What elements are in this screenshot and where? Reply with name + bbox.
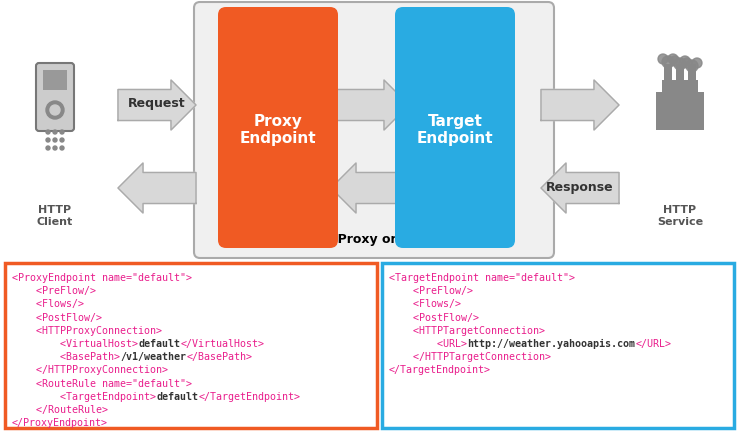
Text: <ProxyEndpoint name="default">: <ProxyEndpoint name="default">: [12, 273, 192, 283]
FancyBboxPatch shape: [36, 63, 74, 131]
Circle shape: [53, 146, 57, 150]
Circle shape: [662, 56, 674, 68]
Text: </TargetEndpoint>: </TargetEndpoint>: [389, 365, 491, 375]
FancyBboxPatch shape: [395, 7, 515, 248]
Circle shape: [658, 54, 668, 64]
Circle shape: [680, 56, 690, 66]
Polygon shape: [331, 80, 409, 130]
Bar: [382, 263, 734, 428]
Text: Proxy
Endpoint: Proxy Endpoint: [240, 114, 316, 146]
Text: <PreFlow/>: <PreFlow/>: [389, 286, 473, 296]
Polygon shape: [541, 80, 619, 130]
Circle shape: [50, 105, 60, 115]
Text: </VirtualHost>: </VirtualHost>: [181, 339, 265, 349]
Text: <HTTPTargetConnection>: <HTTPTargetConnection>: [389, 326, 545, 336]
Text: HTTP
Client: HTTP Client: [37, 205, 73, 227]
Text: API Proxy on Edge: API Proxy on Edge: [310, 233, 439, 246]
Text: <TargetEndpoint name="default">: <TargetEndpoint name="default">: [389, 273, 575, 283]
Text: <URL>: <URL>: [389, 339, 467, 349]
Polygon shape: [541, 163, 619, 213]
Text: <Flows/>: <Flows/>: [12, 300, 84, 310]
Bar: [664, 64, 672, 80]
Text: default: default: [139, 339, 181, 349]
Circle shape: [46, 146, 50, 150]
Circle shape: [60, 146, 64, 150]
Circle shape: [682, 58, 692, 68]
Circle shape: [46, 130, 50, 134]
Text: Target
Endpoint: Target Endpoint: [416, 114, 493, 146]
Text: </HTTPProxyConnection>: </HTTPProxyConnection>: [12, 365, 168, 375]
Text: Response: Response: [546, 181, 614, 194]
Text: <PreFlow/>: <PreFlow/>: [12, 286, 96, 296]
Text: </RouteRule>: </RouteRule>: [12, 405, 108, 415]
Circle shape: [60, 130, 64, 134]
Text: Request: Request: [128, 98, 186, 110]
Text: <PostFlow/>: <PostFlow/>: [389, 313, 479, 323]
Text: http://weather.yahooapis.com: http://weather.yahooapis.com: [467, 339, 635, 349]
Text: /v1/weather: /v1/weather: [120, 352, 186, 362]
Text: </ProxyEndpoint>: </ProxyEndpoint>: [12, 418, 108, 428]
Circle shape: [53, 130, 57, 134]
Circle shape: [686, 60, 698, 72]
Polygon shape: [118, 163, 196, 213]
Circle shape: [46, 138, 50, 142]
Text: <VirtualHost>: <VirtualHost>: [12, 339, 138, 349]
Text: HTTP
Service: HTTP Service: [657, 205, 703, 227]
Circle shape: [668, 54, 678, 64]
Circle shape: [53, 138, 57, 142]
Text: </URL>: </URL>: [635, 339, 671, 349]
Text: <BasePath>: <BasePath>: [12, 352, 120, 362]
Circle shape: [692, 58, 702, 68]
Bar: [662, 80, 698, 92]
Text: <HTTPProxyConnection>: <HTTPProxyConnection>: [12, 326, 162, 336]
Polygon shape: [331, 163, 409, 213]
Text: <TargetEndpoint>: <TargetEndpoint>: [12, 392, 156, 402]
Text: default: default: [156, 392, 198, 402]
Text: </BasePath>: </BasePath>: [186, 352, 252, 362]
Text: </TargetEndpoint>: </TargetEndpoint>: [198, 392, 300, 402]
Circle shape: [670, 56, 680, 66]
Circle shape: [46, 101, 64, 119]
Bar: [676, 64, 684, 80]
Text: <PostFlow/>: <PostFlow/>: [12, 313, 102, 323]
Circle shape: [674, 58, 686, 70]
Text: <Flows/>: <Flows/>: [389, 300, 461, 310]
Bar: [688, 64, 696, 80]
Bar: [43, 70, 67, 90]
Text: <RouteRule name="default">: <RouteRule name="default">: [12, 378, 192, 388]
Polygon shape: [118, 80, 196, 130]
FancyBboxPatch shape: [194, 2, 554, 258]
FancyBboxPatch shape: [218, 7, 338, 248]
Text: </HTTPTargetConnection>: </HTTPTargetConnection>: [389, 352, 551, 362]
Bar: [656, 92, 704, 130]
Bar: [5, 263, 377, 428]
Circle shape: [60, 138, 64, 142]
